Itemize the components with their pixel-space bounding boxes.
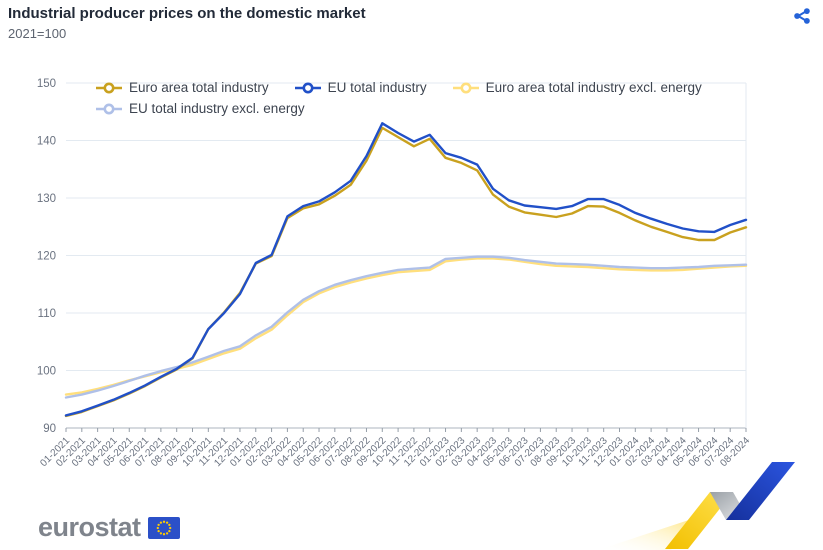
flag-star: [165, 531, 168, 535]
legend-label: EU total industry: [327, 80, 427, 95]
series-line-1: [64, 122, 748, 417]
legend-label: Euro area total industry excl. energy: [485, 80, 702, 95]
flag-star: [157, 529, 160, 532]
ribbon-yellow-band: [665, 492, 733, 549]
y-axis-tick-label: 130: [37, 193, 56, 205]
legend-label: EU total industry excl. energy: [129, 101, 305, 116]
legend-marker-icon: [452, 82, 479, 93]
flag-star: [167, 529, 171, 532]
legend-item-0[interactable]: Euro area total industry: [96, 80, 269, 95]
flag-star: [159, 520, 162, 524]
index-base-subtitle: 2021=100: [8, 26, 67, 41]
flag-star: [159, 531, 162, 535]
flag-star: [168, 526, 171, 529]
y-axis-tick-label: 140: [37, 136, 56, 148]
legend-item-1[interactable]: EU total industry: [294, 80, 427, 95]
flag-star: [162, 532, 165, 535]
line-chart: 9010011012013014015001-202102-202103-202…: [37, 78, 753, 469]
share-icon[interactable]: [793, 7, 811, 25]
y-axis-tick-label: 90: [43, 423, 56, 435]
eu-flag-icon: [147, 516, 180, 539]
y-axis-tick-label: 110: [38, 308, 56, 320]
series-line-3: [64, 255, 748, 399]
legend-item-2[interactable]: Euro area total industry excl. energy: [452, 80, 702, 95]
eurostat-logo: eurostat: [38, 512, 180, 543]
y-axis-tick-label: 120: [37, 251, 56, 263]
decorative-ribbon: [598, 462, 795, 550]
ribbon-blue-band: [726, 462, 795, 520]
flag-star: [157, 523, 160, 526]
page-title: Industrial producer prices on the domest…: [8, 5, 366, 22]
chart-legend: Euro area total industry EU total industr…: [96, 80, 771, 116]
legend-marker-icon: [294, 82, 321, 93]
legend-marker-icon: [96, 103, 122, 114]
flag-star: [162, 520, 165, 523]
flag-star: [165, 520, 168, 524]
y-axis-tick-label: 100: [37, 366, 56, 378]
eurostat-wordmark: eurostat: [38, 512, 141, 542]
legend-label: Euro area total industry: [129, 80, 269, 95]
legend-item-3[interactable]: EU total industry excl. energy: [96, 101, 305, 116]
flag-star: [156, 526, 159, 529]
y-axis-tick-label: 150: [37, 78, 56, 90]
flag-star: [167, 523, 171, 526]
legend-marker-icon: [96, 82, 122, 93]
